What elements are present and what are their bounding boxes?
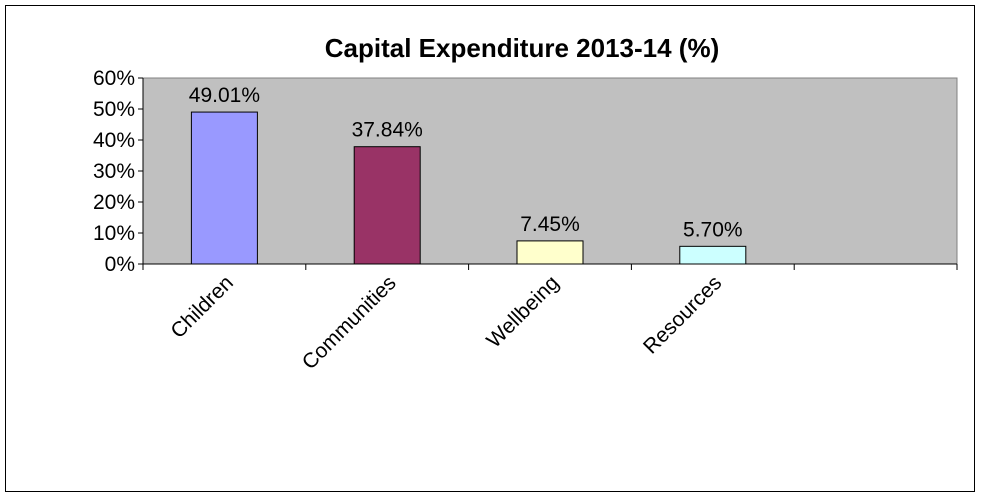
y-tick-label: 50% [93,98,135,121]
data-label: 5.70% [683,218,743,241]
category-label: Communities [298,271,401,374]
y-tick-label: 40% [93,129,135,152]
axis-layer [138,77,958,270]
bar-children [190,111,258,265]
category-label: Wellbeing [482,271,563,352]
data-label: 37.84% [352,119,423,142]
y-tick-label: 60% [93,67,135,90]
y-tick-label: 10% [93,222,135,245]
bar-communities [353,146,421,265]
y-tick-label: 0% [105,253,135,276]
y-tick-label: 20% [93,191,135,214]
category-label: Children [166,271,238,343]
data-label: 7.45% [520,213,580,236]
plot-area [142,77,958,265]
y-tick-label: 30% [93,160,135,183]
chart-title: Capital Expenditure 2013-14 (%) [325,33,719,63]
data-label: 49.01% [189,84,260,107]
bars-layer [190,111,747,265]
bar-wellbeing [516,240,584,265]
bar-resources [679,245,747,265]
category-label: Resources [639,271,726,358]
